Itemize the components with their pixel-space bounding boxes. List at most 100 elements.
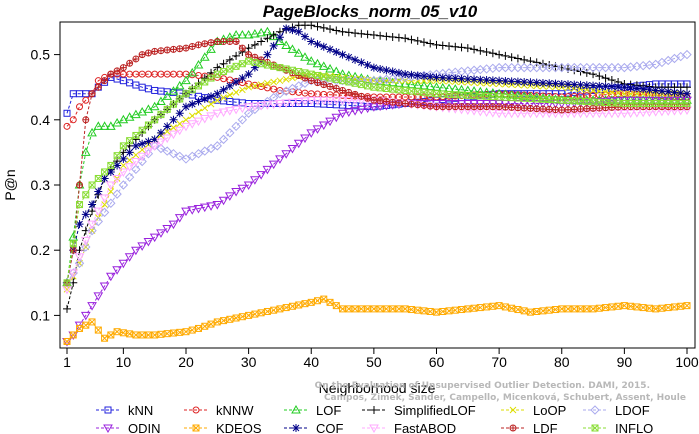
data-point <box>237 184 248 194</box>
data-point <box>239 86 246 94</box>
data-point <box>213 89 222 98</box>
data-point <box>470 75 479 84</box>
data-point <box>188 42 196 50</box>
data-point <box>312 96 323 106</box>
legend-item-lof: LOF <box>284 403 341 418</box>
legend-label: LDOF <box>615 403 650 418</box>
data-point <box>212 201 223 210</box>
data-point <box>501 93 509 101</box>
data-point <box>169 115 178 124</box>
data-point <box>250 102 260 112</box>
data-point <box>238 44 246 52</box>
data-point <box>69 246 77 254</box>
legend-label: INFLO <box>615 421 653 434</box>
data-point <box>174 126 185 136</box>
data-point <box>201 322 209 330</box>
data-point <box>224 107 235 116</box>
data-point <box>232 62 240 70</box>
data-point <box>176 45 184 53</box>
data-point <box>231 105 241 115</box>
data-point <box>232 77 241 86</box>
data-point <box>112 189 122 199</box>
legend-item-knnw: kNNW <box>184 403 254 418</box>
data-point <box>201 104 209 112</box>
data-point <box>182 90 190 98</box>
data-point <box>80 311 91 321</box>
data-point <box>506 62 517 73</box>
series-kdeos <box>63 295 691 345</box>
data-point <box>582 62 592 73</box>
data-point <box>150 135 159 144</box>
data-point <box>138 139 147 148</box>
data-point <box>212 109 223 119</box>
data-point <box>149 101 160 111</box>
data-point <box>243 30 254 39</box>
data-point <box>607 62 617 73</box>
data-point <box>270 306 278 314</box>
data-point <box>206 44 216 53</box>
data-point <box>575 62 586 73</box>
data-point <box>451 42 460 51</box>
y-tick-label: 0.1 <box>31 307 51 323</box>
x-tick-label: 100 <box>675 354 699 370</box>
data-point <box>332 302 340 310</box>
data-point <box>482 76 491 85</box>
series-fastabod <box>62 96 692 295</box>
data-point <box>325 63 335 73</box>
data-point <box>470 304 478 312</box>
data-point <box>87 220 97 230</box>
data-point <box>657 87 666 96</box>
data-point <box>88 181 96 189</box>
data-point <box>187 67 198 77</box>
data-point <box>583 105 591 113</box>
data-point <box>520 104 528 112</box>
data-point <box>363 30 372 39</box>
data-point <box>595 72 604 81</box>
data-point <box>457 74 466 83</box>
data-point <box>132 131 140 139</box>
data-point <box>118 259 129 269</box>
data-point <box>432 90 440 98</box>
data-point <box>307 21 316 30</box>
data-point <box>82 321 90 329</box>
data-point <box>500 62 511 73</box>
data-point <box>407 70 416 79</box>
data-point <box>419 80 429 90</box>
data-point <box>344 53 353 62</box>
data-point <box>81 242 91 252</box>
data-point <box>93 121 104 130</box>
data-point <box>199 203 210 213</box>
data-point <box>445 103 453 111</box>
data-point <box>395 99 403 107</box>
data-point <box>312 125 323 134</box>
data-point <box>80 236 91 246</box>
data-point <box>501 77 510 86</box>
data-point <box>131 246 141 256</box>
data-point <box>463 75 472 84</box>
data-point <box>244 44 253 53</box>
data-point <box>149 142 160 151</box>
data-point <box>513 54 522 63</box>
data-point <box>513 77 522 86</box>
data-point <box>532 78 541 87</box>
data-point <box>181 75 191 85</box>
data-point <box>332 47 341 56</box>
data-point <box>614 89 622 97</box>
data-point <box>608 303 616 311</box>
data-point <box>550 62 561 73</box>
legend-item-inflo: INFLO <box>583 421 653 434</box>
data-point <box>250 176 260 185</box>
data-point <box>200 74 209 83</box>
legend-item-loop: LoOP <box>501 403 566 418</box>
data-point <box>118 114 129 124</box>
legend-item-simplifiedlof: SimplifiedLOF <box>362 403 476 418</box>
x-tick-label: 90 <box>617 354 633 370</box>
data-point <box>101 77 109 85</box>
data-point <box>132 331 140 339</box>
data-point <box>257 37 266 46</box>
data-point <box>426 307 434 315</box>
data-point <box>432 73 441 82</box>
data-point <box>99 121 110 130</box>
data-point <box>199 114 210 124</box>
data-point <box>206 143 216 154</box>
